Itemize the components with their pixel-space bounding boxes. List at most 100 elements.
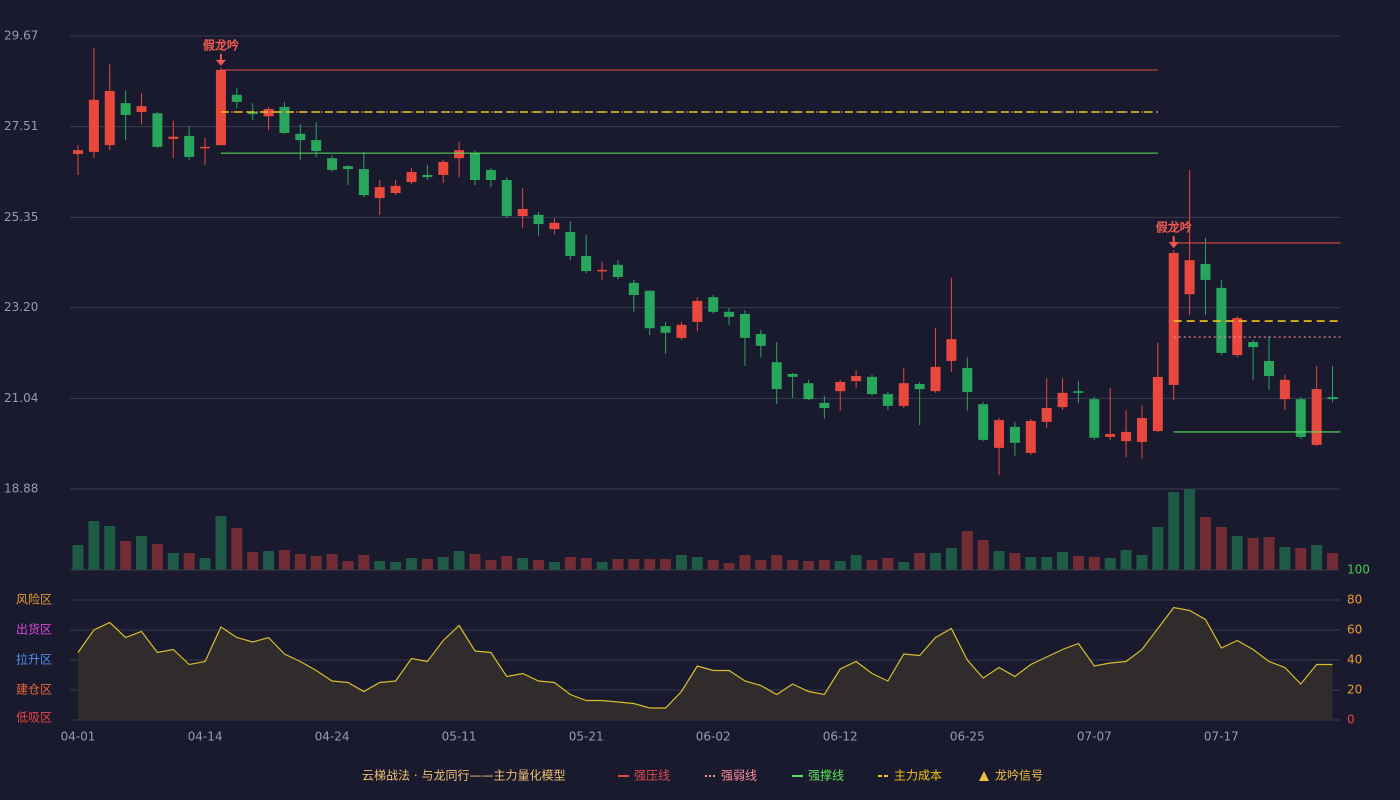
candle-body <box>200 146 211 149</box>
volume-bar <box>72 545 84 570</box>
candle-body <box>327 158 338 170</box>
candle-body <box>390 185 401 194</box>
candle-body <box>168 136 179 139</box>
volume-bar <box>1041 557 1053 570</box>
candle-body <box>978 404 989 440</box>
candle-body <box>247 111 258 115</box>
y-tick-label: 25.35 <box>4 210 38 224</box>
volume-bar <box>247 552 259 570</box>
zone-label: 出货区 <box>16 622 52 637</box>
candle-body <box>660 326 671 333</box>
y-tick-label: 23.20 <box>4 300 38 314</box>
volume-bar <box>660 559 672 570</box>
volume-bar <box>136 536 148 570</box>
volume-bar <box>866 560 878 570</box>
legend-swatch <box>979 771 989 781</box>
volume-bar <box>533 560 545 570</box>
candle-body <box>1152 376 1163 432</box>
candle-body <box>1168 253 1179 385</box>
volume-bar <box>1120 550 1132 570</box>
volume-bar <box>1057 552 1069 570</box>
x-tick-label: 07-17 <box>1204 730 1239 744</box>
candle-body <box>708 297 719 312</box>
zone-label: 低吸区 <box>16 711 52 725</box>
candle-body <box>930 366 941 392</box>
osc-tick-label: 80 <box>1347 593 1362 607</box>
volume-bar <box>358 555 370 570</box>
candle-body <box>692 300 703 322</box>
volume-bar <box>104 526 116 570</box>
candle-body <box>771 362 782 390</box>
candle-body <box>819 402 830 408</box>
volume-bar <box>469 554 481 570</box>
zone-label: 建仓区 <box>16 683 52 697</box>
volume-bar <box>1136 555 1148 570</box>
volume-bar <box>485 560 497 570</box>
candle-body <box>1232 318 1243 356</box>
candle-body <box>724 311 735 317</box>
candle-body <box>787 373 798 377</box>
legend-label: 强压线 <box>634 769 670 783</box>
candle-body <box>835 381 846 392</box>
candle-body <box>1009 426 1020 443</box>
volume-bar <box>914 553 926 570</box>
candle-body <box>88 99 99 152</box>
volume-bar <box>1231 536 1243 570</box>
volume-bar <box>1025 557 1037 570</box>
volume-bar <box>961 531 973 570</box>
volume-bar <box>501 556 513 570</box>
signal-label: 假龙吟 <box>203 37 239 52</box>
candle-body <box>581 255 592 272</box>
osc-line <box>77 606 1333 709</box>
signal-arrow-head <box>1168 242 1179 249</box>
volume-bar <box>675 555 687 570</box>
volume-bar <box>1088 557 1100 570</box>
volume-bar <box>1247 538 1259 570</box>
volume-bar <box>1009 553 1021 570</box>
candle-body <box>612 264 623 277</box>
x-tick-label: 06-12 <box>823 730 858 744</box>
candle-body <box>1279 379 1290 400</box>
volume-bar <box>802 561 814 570</box>
volume-bar <box>564 557 576 570</box>
candle-body <box>470 153 480 181</box>
candle-body <box>628 282 639 296</box>
candle-body <box>104 90 115 146</box>
candle-body <box>422 174 433 178</box>
candle-body <box>152 113 163 147</box>
candle-body <box>1248 342 1259 348</box>
candle-body <box>342 166 353 170</box>
y-tick-label: 21.04 <box>4 391 38 405</box>
candle-body <box>644 290 655 329</box>
legend-label: 主力成本 <box>894 769 942 783</box>
candle-body <box>1041 407 1052 422</box>
candle-body <box>597 269 608 272</box>
volume-bar <box>850 555 862 570</box>
volume-bar <box>644 559 656 570</box>
volume-bar <box>326 554 338 570</box>
volume-bar <box>1168 492 1180 570</box>
volume-bar <box>1215 527 1227 570</box>
x-tick-label: 07-07 <box>1077 730 1112 744</box>
volume-bar <box>1263 537 1275 570</box>
candle-body <box>946 339 957 361</box>
volume-bar <box>294 554 306 570</box>
candle-body <box>231 94 242 102</box>
candle-body <box>1073 391 1084 393</box>
volume-bar <box>1279 547 1291 570</box>
candle-body <box>311 140 322 152</box>
candle-body <box>358 169 369 196</box>
candle-body <box>184 135 195 157</box>
candle-body <box>1025 420 1036 453</box>
candle-body <box>1121 431 1132 442</box>
candle-body <box>1311 389 1322 445</box>
candle-body <box>1327 397 1338 400</box>
volume-bar <box>278 550 290 570</box>
candle-body <box>1136 418 1147 442</box>
candle-body <box>1264 360 1274 377</box>
candle-body <box>803 383 814 400</box>
volume-bar <box>517 558 529 570</box>
volume-bar <box>263 551 275 570</box>
volume-bar <box>834 561 846 570</box>
